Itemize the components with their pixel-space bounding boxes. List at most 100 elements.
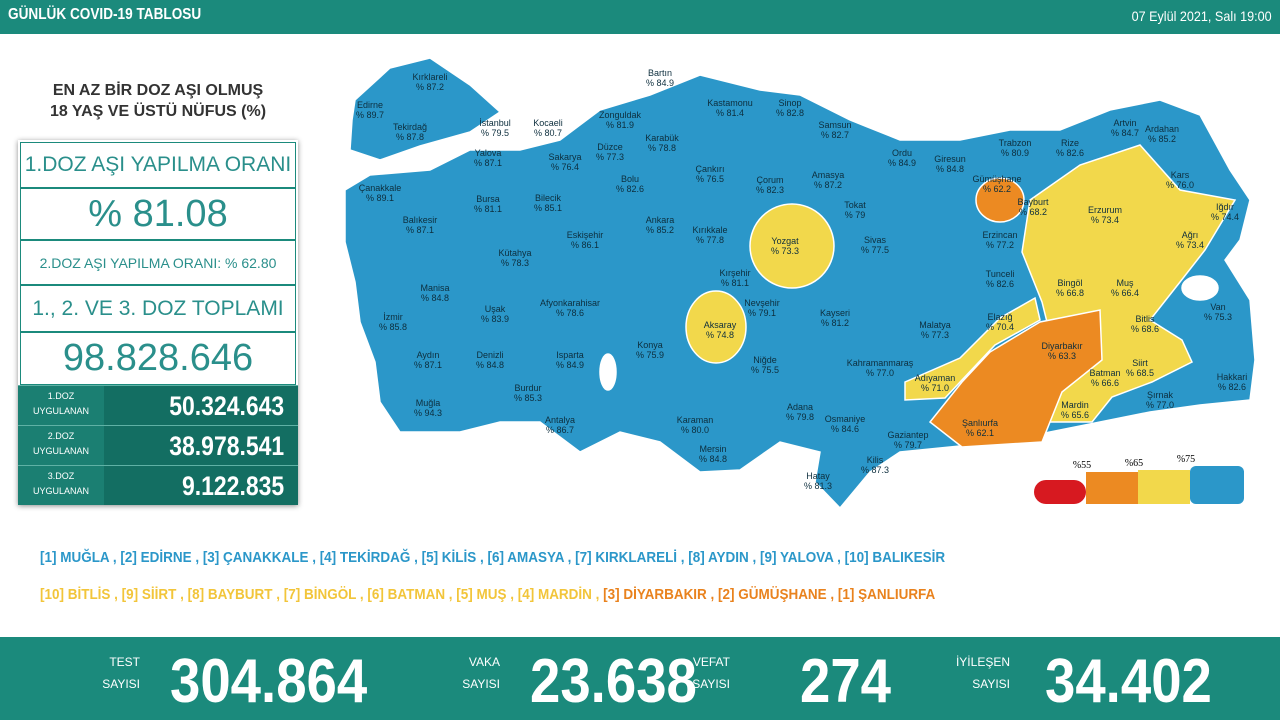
province-value: % 76.4 — [551, 162, 579, 172]
province-name: Samsun — [818, 120, 851, 130]
bottom-orange: [3] DİYARBAKIR , [2] GÜMÜŞHANE , [1] ŞAN… — [603, 587, 936, 603]
province-name: Hakkari — [1217, 372, 1248, 382]
dose-row-label: 3.DOZ UYGULANAN — [18, 469, 104, 499]
province-name: Giresun — [934, 154, 966, 164]
province-name: Rize — [1061, 138, 1079, 148]
legend-label: %65 — [1125, 458, 1143, 469]
province-name: Kastamonu — [707, 98, 753, 108]
province-value: % 80.9 — [1001, 148, 1029, 158]
dose-row: 1.DOZ UYGULANAN 50.324.643 — [18, 385, 298, 425]
province-value: % 85.3 — [514, 393, 542, 403]
dose1-rate: % 81.08 — [20, 188, 296, 240]
province-value: % 78.3 — [501, 258, 529, 268]
province-name: Karabük — [645, 133, 679, 143]
province-name: Afyonkarahisar — [540, 298, 600, 308]
stat-value: 34.402 — [1045, 647, 1212, 716]
province-name: Erzurum — [1088, 205, 1122, 215]
province-value: % 89.1 — [366, 193, 394, 203]
province-name: Kütahya — [498, 248, 531, 258]
province-value: % 77.5 — [861, 245, 889, 255]
panel-title-line: EN AZ BİR DOZ AŞI OLMUŞ — [52, 82, 264, 99]
legend-swatch — [1138, 470, 1190, 504]
dose-row-label-line: 3.DOZ — [47, 471, 75, 481]
province-name: Ankara — [646, 215, 675, 225]
province-value: % 81.1 — [721, 278, 749, 288]
province-value: % 87.2 — [416, 82, 444, 92]
province-name: Kayseri — [820, 308, 850, 318]
province-value: % 81.2 — [821, 318, 849, 328]
province-name: İstanbul — [479, 118, 511, 128]
bottom-yellow: [10] BİTLİS , [9] SİİRT , [8] BAYBURT , … — [40, 587, 600, 603]
province-value: % 79.1 — [748, 308, 776, 318]
top-ranking: [1] MUĞLA , [2] EDİRNE , [3] ÇANAKKALE ,… — [40, 550, 946, 566]
province-name: Yozgat — [771, 236, 799, 246]
stat-label: VAKA SAYISI — [420, 651, 500, 695]
footer: TEST SAYISI 304.864 VAKA SAYISI 23.638 VEFAT SA… — [0, 637, 1280, 720]
province-value: % 75.3 — [1204, 312, 1232, 322]
legend-label: %75 — [1177, 454, 1195, 465]
province-value: % 73.4 — [1176, 240, 1204, 250]
province-name: Hatay — [806, 471, 830, 481]
province-value: % 84.8 — [699, 454, 727, 464]
province-name: Osmaniye — [825, 414, 866, 424]
orange-region — [975, 177, 1025, 223]
province-name: Düzce — [597, 142, 623, 152]
stat-value: 304.864 — [170, 647, 368, 716]
province-value: % 82.6 — [986, 279, 1014, 289]
province-name: Kilis — [867, 455, 884, 465]
stat-label-line: VEFAT — [692, 655, 730, 669]
province-name: Bartın — [648, 68, 672, 78]
province-value: % 73.4 — [1091, 215, 1119, 225]
stat-label-line: SAYISI — [102, 677, 140, 691]
stat-label-line: TEST — [109, 655, 140, 669]
vaccine-panel: 1.DOZ AŞI YAPILMA ORANI % 81.08 2.DOZ AŞ… — [18, 140, 298, 505]
province-value: % 73.3 — [771, 246, 799, 256]
header: GÜNLÜK COVID-19 TABLOSU 07 Eylül 2021, S… — [0, 0, 1280, 34]
province-name: Batman — [1089, 368, 1120, 378]
province-value: % 75.9 — [636, 350, 664, 360]
province-name: Trabzon — [999, 138, 1032, 148]
stat-label-line: SAYISI — [692, 677, 730, 691]
province-name: Sivas — [864, 235, 887, 245]
province-name: Kırşehir — [719, 268, 750, 278]
province-name: Gaziantep — [887, 430, 928, 440]
province-name: Yalova — [475, 148, 502, 158]
province-name: Kars — [1171, 170, 1190, 180]
province-value: % 76.0 — [1166, 180, 1194, 190]
province-name: Çanakkale — [359, 183, 402, 193]
province-value: % 89.7 — [356, 110, 384, 120]
province-name: Şırnak — [1147, 390, 1174, 400]
province-name: Amasya — [812, 170, 845, 180]
dose-row-value: 9.122.835 — [181, 471, 284, 501]
province-name: Karaman — [677, 415, 714, 425]
dose-row-value-box: 9.122.835 — [104, 466, 298, 505]
province-value: % 66.8 — [1056, 288, 1084, 298]
province-value: % 82.6 — [616, 184, 644, 194]
province-value: % 78.6 — [556, 308, 584, 318]
province-value: % 84.7 — [1111, 128, 1139, 138]
province-name: Mersin — [699, 444, 726, 454]
dose-row-label-line: 2.DOZ — [47, 431, 75, 441]
legend-swatch — [1034, 480, 1086, 504]
dose-row-label-line: UYGULANAN — [32, 486, 89, 496]
province-value: % 81.9 — [606, 120, 634, 130]
province-name: Elazığ — [987, 312, 1012, 322]
dose-row-label: 1.DOZ UYGULANAN — [18, 389, 104, 419]
stat-value: 23.638 — [530, 647, 697, 716]
province-value: % 80.0 — [681, 425, 709, 435]
province-value: % 76.5 — [696, 174, 724, 184]
province-value: % 77.8 — [696, 235, 724, 245]
province-value: % 81.4 — [716, 108, 744, 118]
province-name: Tokat — [844, 200, 866, 210]
lake — [599, 353, 617, 391]
province-name: Kocaeli — [533, 118, 563, 128]
province-value: % 78.8 — [648, 143, 676, 153]
province-value: % 86.7 — [546, 425, 574, 435]
province-name: Sinop — [778, 98, 801, 108]
header-title: GÜNLÜK COVID-19 TABLOSU — [8, 6, 202, 23]
province-name: Şanlıurfa — [962, 418, 998, 428]
province-value: % 62.2 — [983, 184, 1011, 194]
province-name: Mardin — [1061, 400, 1089, 410]
